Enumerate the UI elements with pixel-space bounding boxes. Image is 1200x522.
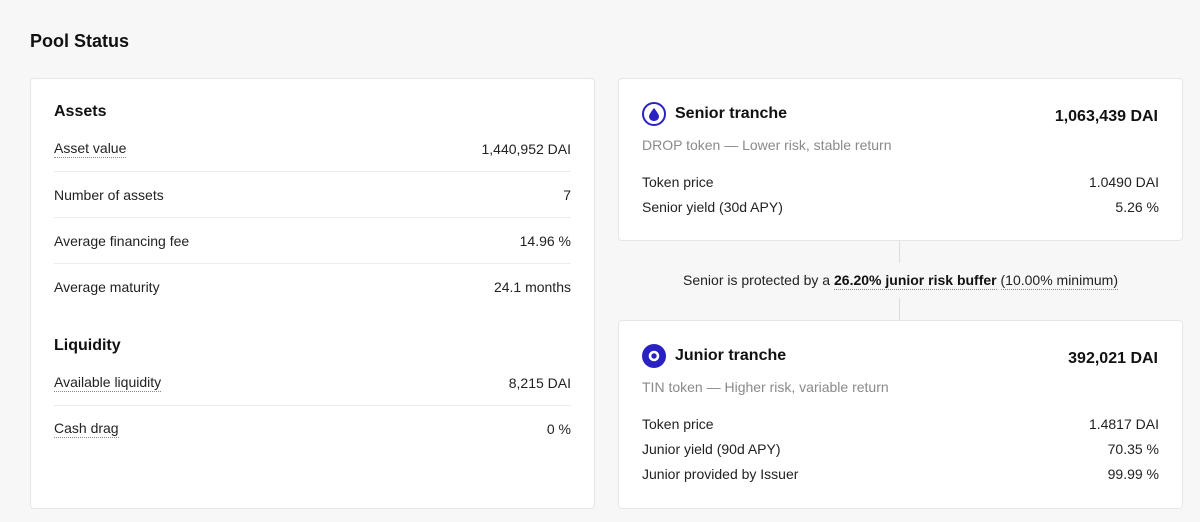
number-of-assets-row: Number of assets 7	[54, 172, 571, 218]
average-financing-fee-row: Average financing fee 14.96 %	[54, 218, 571, 264]
senior-tranche-card: Senior tranche 1,063,439 DAI DROP token …	[618, 78, 1183, 241]
junior-tranche-header: Junior tranche	[642, 344, 786, 368]
risk-buffer-minimum[interactable]: (10.00% minimum)	[1000, 272, 1118, 290]
available-liquidity-value: 8,215 DAI	[508, 374, 571, 391]
asset-value-row: Asset value 1,440,952 DAI	[54, 126, 571, 172]
connector-line-bottom	[899, 298, 900, 320]
risk-buffer-text: Senior is protected by a 26.20% junior r…	[618, 272, 1183, 290]
junior-token-price-label: Token price	[642, 416, 714, 432]
average-maturity-row: Average maturity 24.1 months	[54, 264, 571, 310]
junior-provided-by-issuer-label: Junior provided by Issuer	[642, 466, 799, 482]
page-title: Pool Status	[30, 31, 130, 51]
drop-icon	[642, 102, 666, 126]
asset-value-label[interactable]: Asset value	[54, 139, 127, 158]
available-liquidity-label[interactable]: Available liquidity	[54, 373, 162, 392]
average-maturity-label: Average maturity	[54, 279, 160, 295]
cash-drag-value: 0 %	[546, 421, 571, 437]
cash-drag-row: Cash drag 0 %	[54, 406, 571, 452]
average-maturity-value: 24.1 months	[493, 279, 571, 295]
number-of-assets-value: 7	[563, 186, 571, 203]
number-of-assets-label: Number of assets	[54, 186, 164, 203]
senior-tranche-amount: 1,063,439 DAI	[1054, 108, 1158, 125]
risk-buffer-prefix: Senior is protected by a	[683, 272, 834, 288]
tin-icon	[642, 344, 666, 368]
senior-token-price-label: Token price	[642, 174, 714, 190]
senior-token-price-row: Token price 1.0490 DAI	[642, 174, 1159, 190]
assets-liquidity-card: Assets Asset value 1,440,952 DAI Number …	[30, 78, 595, 509]
junior-tranche-subtitle: TIN token — Higher risk, variable return	[642, 379, 889, 395]
senior-tranche-name: Senior tranche	[675, 105, 788, 122]
senior-token-price-value: 1.0490 DAI	[1088, 174, 1159, 190]
connector-line-top	[899, 241, 900, 263]
junior-yield-value: 70.35 %	[1107, 441, 1159, 457]
senior-yield-label: Senior yield (30d APY)	[642, 199, 783, 215]
cash-drag-label[interactable]: Cash drag	[54, 420, 119, 438]
junior-tranche-name: Junior tranche	[675, 347, 787, 364]
senior-yield-row: Senior yield (30d APY) 5.26 %	[642, 199, 1159, 215]
available-liquidity-row: Available liquidity 8,215 DAI	[54, 360, 571, 406]
junior-token-price-row: Token price 1.4817 DAI	[642, 416, 1159, 432]
average-financing-fee-value: 14.96 %	[519, 232, 571, 249]
average-financing-fee-label: Average financing fee	[54, 232, 190, 249]
asset-value: 1,440,952 DAI	[481, 140, 571, 157]
assets-section-title: Assets	[54, 103, 107, 120]
junior-tranche-amount: 392,021 DAI	[1068, 350, 1158, 367]
liquidity-section-title: Liquidity	[54, 337, 121, 354]
junior-yield-row: Junior yield (90d APY) 70.35 %	[642, 441, 1159, 457]
junior-yield-label: Junior yield (90d APY)	[642, 441, 781, 457]
senior-yield-value: 5.26 %	[1115, 199, 1159, 215]
junior-tranche-card: Junior tranche 392,021 DAI TIN token — H…	[618, 320, 1183, 509]
junior-provided-by-issuer-row: Junior provided by Issuer 99.99 %	[642, 466, 1159, 482]
senior-tranche-header: Senior tranche	[642, 102, 787, 126]
junior-token-price-value: 1.4817 DAI	[1088, 416, 1159, 432]
senior-tranche-subtitle: DROP token — Lower risk, stable return	[642, 137, 892, 153]
risk-buffer-highlight[interactable]: 26.20% junior risk buffer	[834, 272, 997, 290]
junior-provided-by-issuer-value: 99.99 %	[1107, 466, 1159, 482]
